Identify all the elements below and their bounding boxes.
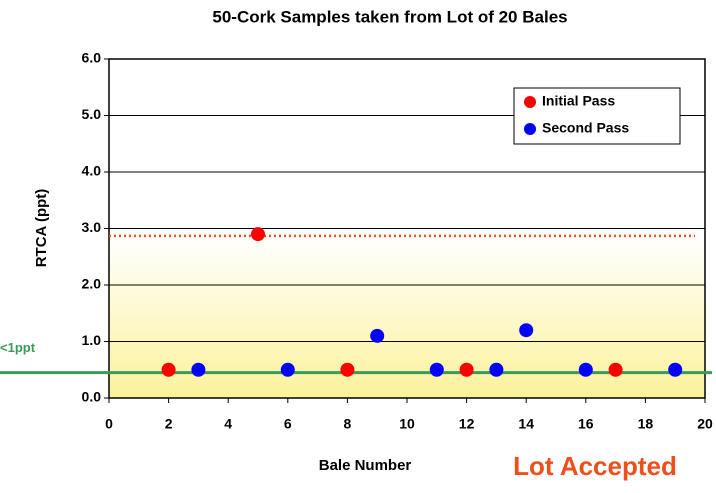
- accept-zone: [109, 235, 705, 398]
- legend-label: Second Pass: [542, 120, 629, 136]
- point: [191, 362, 206, 377]
- point: [340, 362, 355, 377]
- point: [161, 362, 176, 377]
- y-tick-label: 1.0: [82, 332, 102, 348]
- annotation: Lot Accepted: [513, 451, 677, 481]
- x-tick-label: 16: [578, 416, 594, 432]
- legend-label: Initial Pass: [542, 93, 615, 109]
- x-tick-label: 2: [165, 416, 173, 432]
- y-tick-label: 0.0: [82, 389, 102, 405]
- x-tick-label: 12: [459, 416, 475, 432]
- y-axis-label: RTCA (ppt): [33, 189, 50, 268]
- point: [280, 362, 295, 377]
- point: [578, 362, 593, 377]
- point: [459, 362, 474, 377]
- chart-title: 50-Cork Samples taken from Lot of 20 Bal…: [212, 7, 567, 26]
- x-tick-label: 14: [518, 416, 534, 432]
- y-tick-label: 3.0: [82, 219, 102, 235]
- x-tick-label: 0: [105, 416, 113, 432]
- x-tick-label: 10: [399, 416, 415, 432]
- reference-label: <1ppt: [0, 340, 36, 355]
- point: [489, 362, 504, 377]
- point: [519, 323, 534, 338]
- x-tick-label: 20: [697, 416, 713, 432]
- x-tick-label: 6: [284, 416, 292, 432]
- point: [370, 328, 385, 343]
- y-tick-label: 4.0: [82, 163, 102, 179]
- point: [429, 362, 444, 377]
- x-tick-label: 4: [224, 416, 232, 432]
- legend-marker: [524, 96, 536, 108]
- point: [668, 362, 683, 377]
- x-tick-label: 8: [344, 416, 352, 432]
- legend-box: [513, 87, 681, 145]
- y-tick-label: 5.0: [82, 106, 102, 122]
- x-axis-label: Bale Number: [319, 457, 412, 474]
- y-tick-label: 2.0: [82, 276, 102, 292]
- legend-marker: [524, 123, 536, 135]
- y-tick-label: 6.0: [82, 50, 102, 66]
- point: [251, 227, 265, 242]
- plot-border: [108, 58, 706, 399]
- x-tick-label: 18: [638, 416, 654, 432]
- point: [608, 362, 623, 377]
